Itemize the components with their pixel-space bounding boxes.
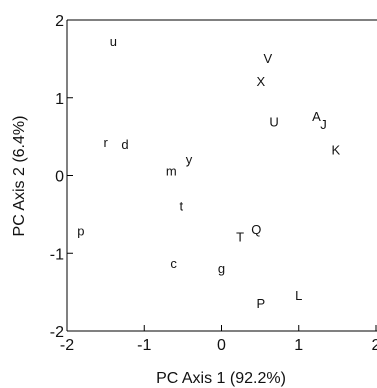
point-label: T (236, 230, 244, 245)
x-tick-label: 0 (217, 337, 226, 354)
point-label: X (257, 74, 266, 89)
point-label: p (77, 223, 84, 238)
point-label: m (166, 164, 177, 179)
x-tick-label: 2 (372, 337, 377, 354)
point-label: c (170, 256, 177, 271)
point-label: P (257, 296, 266, 311)
point-label: A (312, 109, 321, 124)
point-label: d (121, 137, 128, 152)
point-label: K (331, 143, 340, 158)
x-axis-title: PC Axis 1 (92.2%) (156, 370, 286, 387)
point-label: t (180, 199, 184, 214)
point-label: y (186, 152, 193, 167)
point-label: g (218, 261, 225, 276)
x-tick-label: -1 (137, 337, 151, 354)
y-tick-label: 2 (55, 13, 64, 30)
point-label: r (103, 135, 108, 150)
y-axis-title: PC Axis 2 (6.4%) (11, 116, 28, 237)
point-label: U (269, 115, 278, 130)
point-label: L (295, 288, 302, 303)
x-tick-label: -2 (60, 337, 74, 354)
y-tick-label: -1 (50, 246, 64, 263)
y-tick-label: -2 (50, 324, 64, 341)
point-label: J (320, 117, 327, 132)
point-label: u (110, 34, 117, 49)
x-tick-label: 1 (294, 337, 303, 354)
point-label: V (264, 51, 273, 66)
point-label: Q (251, 222, 261, 237)
y-tick-label: 1 (55, 91, 64, 108)
y-tick-label: 0 (55, 169, 64, 186)
